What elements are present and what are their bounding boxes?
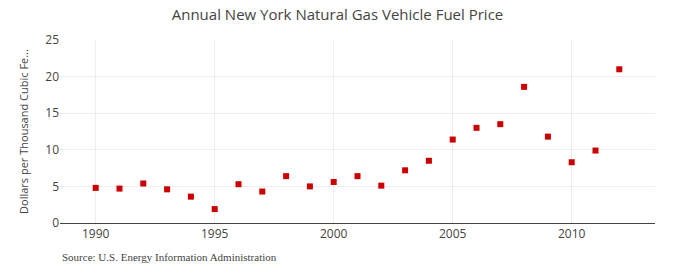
svg-text:5: 5 — [52, 178, 59, 195]
svg-text:1990: 1990 — [82, 225, 110, 242]
svg-text:Dollars per Thousand Cubic Fe.: Dollars per Thousand Cubic Fe... — [16, 49, 31, 214]
svg-text:20: 20 — [45, 68, 59, 85]
svg-text:2000: 2000 — [320, 225, 348, 242]
svg-text:2010: 2010 — [558, 225, 586, 242]
svg-text:Annual New York Natural Gas Ve: Annual New York Natural Gas Vehicle Fuel… — [172, 4, 504, 24]
svg-text:Source: U.S. Energy Informatio: Source: U.S. Energy Information Administ… — [62, 251, 277, 263]
svg-text:10: 10 — [45, 141, 59, 158]
svg-text:0: 0 — [52, 214, 59, 231]
svg-text:25: 25 — [45, 31, 59, 48]
svg-text:2005: 2005 — [439, 225, 467, 242]
svg-text:1995: 1995 — [201, 225, 229, 242]
svg-text:15: 15 — [45, 104, 59, 121]
